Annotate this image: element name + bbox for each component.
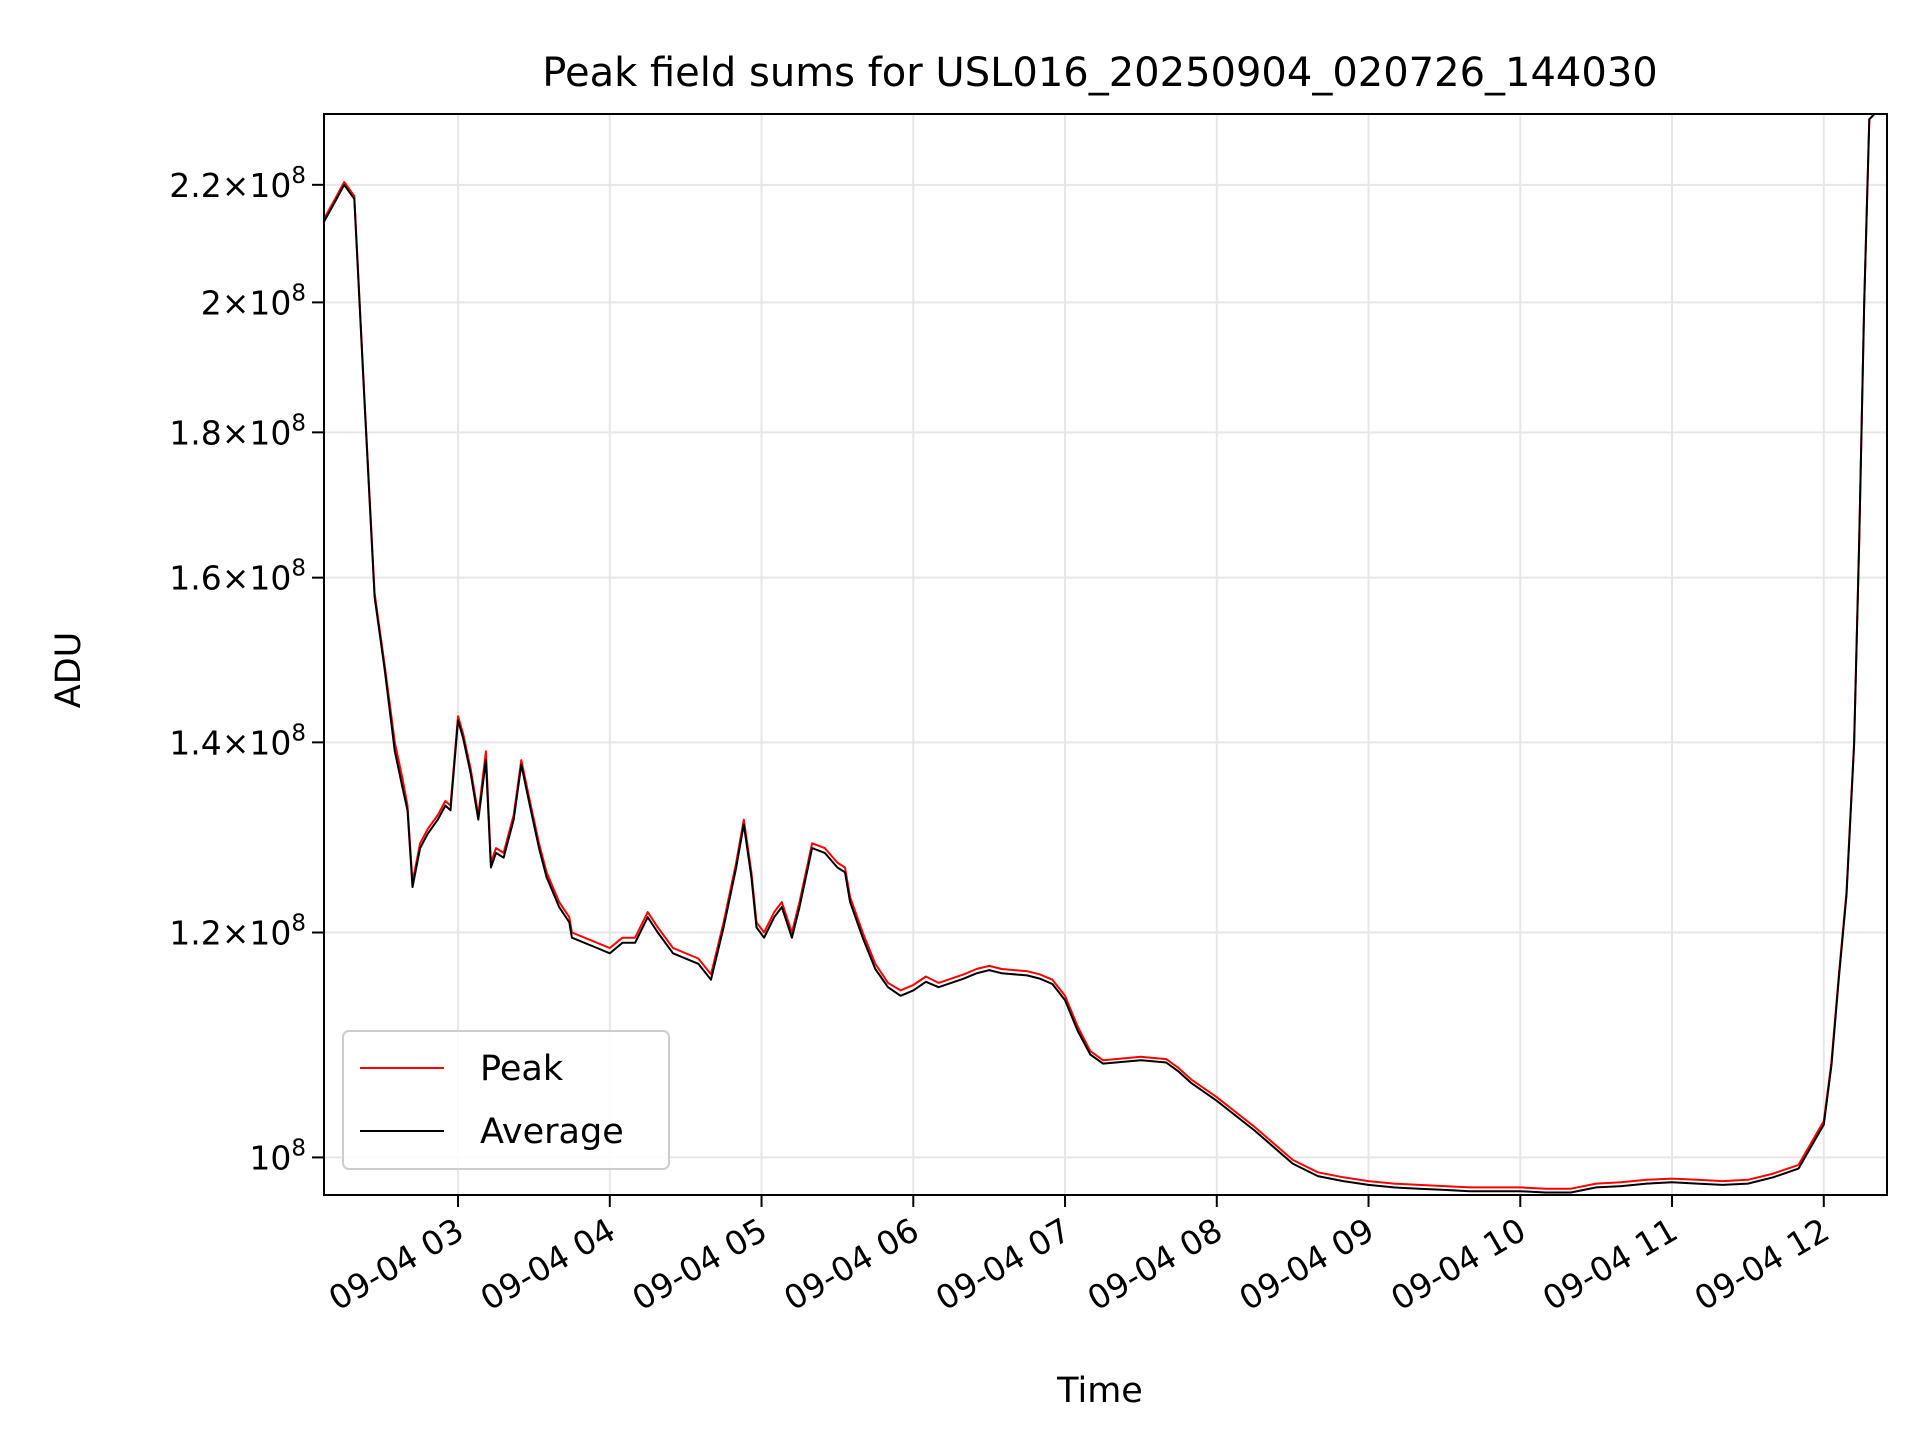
- chart-title: Peak field sums for USL016_20250904_0207…: [542, 50, 1657, 96]
- y-tick-label: 2.2×108: [169, 163, 306, 205]
- legend-label-average: Average: [480, 1112, 624, 1152]
- series-layer: [323, 113, 1887, 1194]
- legend-box: [342, 1030, 670, 1170]
- series-line-average: [323, 113, 1887, 1194]
- legend-label-peak: Peak: [480, 1049, 564, 1089]
- y-tick-label: 2×108: [201, 280, 306, 322]
- y-tick-label: 1.2×108: [169, 911, 306, 953]
- y-tick-label: 108: [249, 1135, 306, 1177]
- x-axis-label: Time: [1056, 1371, 1143, 1411]
- legend: Peak Average: [342, 1030, 670, 1170]
- y-tick-label: 1.4×108: [169, 720, 306, 762]
- y-axis: 108 1.2×108 1.4×108 1.6×108 1.8×108 2×108 2.2×…: [169, 163, 324, 1177]
- y-axis-label: ADU: [49, 632, 89, 709]
- plot-frame: [323, 113, 1888, 1196]
- y-tick-label: 1.6×108: [169, 556, 306, 598]
- y-tick-label: 1.8×108: [169, 410, 306, 452]
